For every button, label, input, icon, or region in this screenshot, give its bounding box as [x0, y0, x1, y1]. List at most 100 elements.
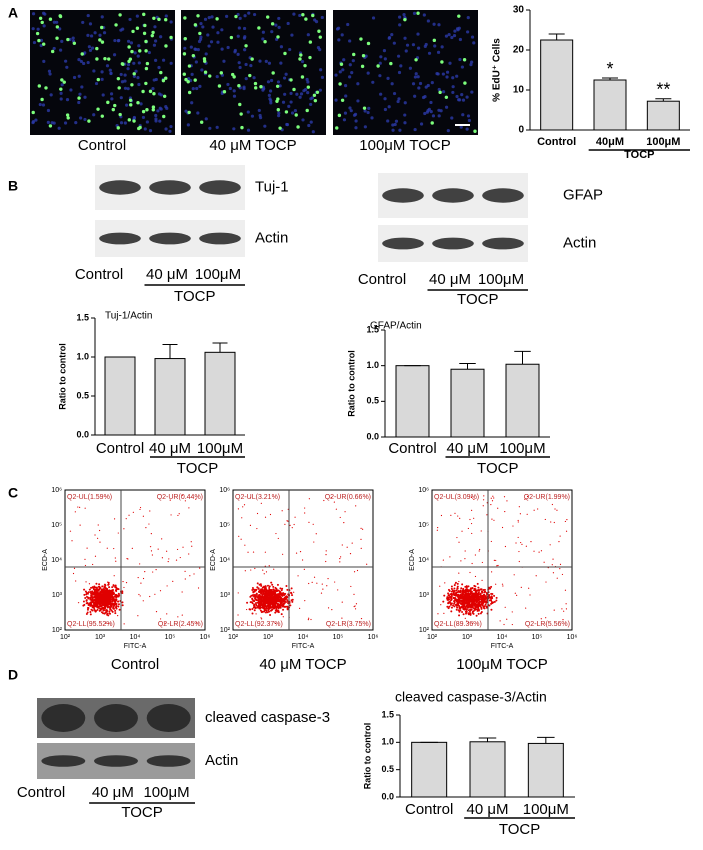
event-dot [470, 496, 473, 499]
nucleus [439, 109, 443, 113]
event-dot [481, 579, 483, 582]
event-dot [268, 607, 271, 610]
nucleus [258, 113, 262, 118]
x-tick-label: 10⁵ [333, 634, 344, 641]
nucleus [279, 61, 283, 65]
event-dot [139, 506, 142, 509]
event-dot [448, 605, 451, 608]
event-dot [96, 603, 99, 606]
event-dot [480, 588, 483, 591]
event-dot [518, 560, 520, 563]
event-dot [97, 537, 99, 539]
event-dot [269, 597, 272, 600]
nucleus [83, 95, 87, 99]
edu-cell [208, 74, 212, 78]
nucleus [343, 84, 348, 88]
event-dot [360, 527, 362, 529]
event-dot [564, 520, 566, 523]
event-dot [349, 553, 352, 555]
edu-cell [361, 53, 366, 58]
edu-cell [457, 14, 461, 18]
nucleus [126, 63, 131, 67]
event-dot [313, 541, 315, 543]
x-tick-label: 10⁶ [567, 634, 578, 641]
event-dot [463, 608, 466, 611]
nucleus [292, 12, 296, 16]
event-dot [559, 535, 561, 537]
nucleus [264, 59, 268, 64]
nucleus [379, 92, 383, 96]
nucleus [338, 70, 342, 74]
event-dot [561, 608, 563, 610]
edu-cell [219, 71, 224, 75]
event-dot [138, 593, 140, 596]
y-tick-label: 0.5 [76, 390, 89, 400]
event-dot [477, 609, 480, 612]
nucleus [320, 75, 325, 80]
event-dot [274, 611, 277, 614]
event-dot [264, 611, 267, 614]
event-dot [250, 594, 253, 597]
nucleus [289, 100, 293, 104]
nucleus [128, 17, 132, 22]
nucleus [263, 124, 267, 128]
event-dot [291, 527, 293, 529]
nucleus [461, 98, 466, 102]
event-dot [312, 523, 314, 525]
event-dot [482, 505, 484, 507]
event-dot [274, 606, 277, 609]
event-dot [467, 613, 470, 616]
event-dot [480, 530, 482, 532]
nucleus [137, 82, 141, 87]
event-dot [307, 619, 309, 621]
edu-cell [164, 18, 168, 22]
event-dot [90, 594, 93, 597]
event-dot [473, 609, 476, 612]
event-dot [85, 591, 88, 594]
edu-cell [238, 102, 242, 107]
lane-label: 40 μM [92, 784, 134, 801]
event-dot [301, 559, 304, 561]
blot-band [99, 232, 141, 245]
nucleus [215, 125, 219, 129]
edu-cell [31, 110, 35, 115]
edu-cell [38, 16, 43, 20]
x-tick-label: 10⁴ [130, 634, 141, 641]
event-dot [272, 585, 275, 588]
event-dot [99, 595, 102, 598]
edu-cell [148, 89, 153, 94]
nucleus [86, 60, 90, 65]
event-dot [495, 599, 498, 602]
quadrant-label: Q2-UR(0.44%) [157, 494, 203, 501]
event-dot [489, 596, 492, 599]
nucleus [145, 120, 149, 124]
nucleus [88, 48, 93, 53]
edu-cell [430, 121, 434, 125]
event-dot [282, 553, 284, 555]
event-dot [259, 606, 262, 609]
edu-cell [100, 25, 104, 30]
event-dot [285, 595, 288, 597]
nucleus [472, 41, 476, 45]
nucleus [413, 75, 417, 79]
edu-cell [80, 52, 84, 56]
event-dot [511, 623, 513, 626]
event-dot [479, 612, 482, 615]
lane-label: 40 μM [429, 271, 471, 288]
nucleus [109, 92, 114, 96]
edu-cell [169, 35, 173, 40]
edu-cell [230, 72, 235, 77]
event-dot [289, 524, 291, 526]
event-dot [93, 601, 96, 604]
event-dot [450, 587, 453, 590]
nucleus [38, 102, 42, 107]
event-dot [495, 596, 498, 599]
nucleus [363, 109, 367, 113]
edu-cell [298, 57, 302, 61]
nucleus [152, 78, 156, 82]
event-dot [100, 611, 103, 614]
y-tick-label: 10⁶ [418, 487, 429, 494]
event-dot [149, 510, 151, 512]
event-dot [137, 615, 139, 617]
